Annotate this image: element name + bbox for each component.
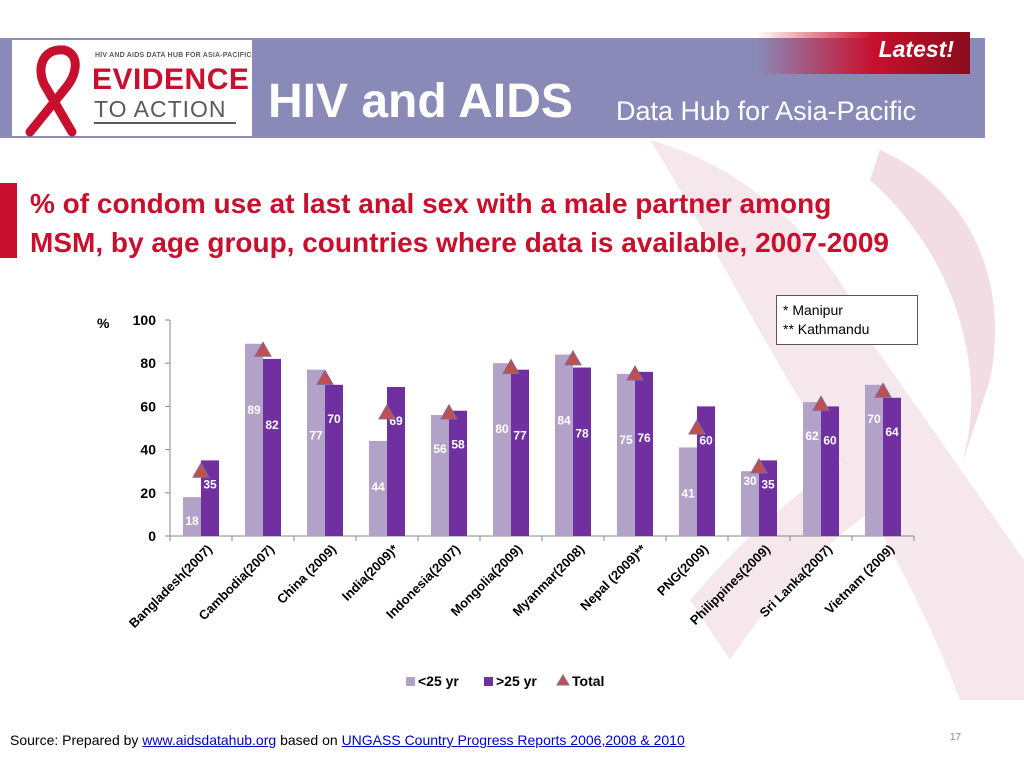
legend-marker-total: [556, 674, 570, 686]
y-tick-label: 20: [140, 485, 156, 501]
x-category-label: China (2009): [274, 542, 339, 607]
bar-over-25: [635, 371, 653, 536]
data-label-under-25: 80: [495, 422, 509, 436]
bar-over-25: [263, 358, 281, 536]
data-label-over-25: 64: [885, 425, 899, 439]
data-label-under-25: 77: [309, 429, 323, 443]
page-number: 17: [950, 732, 962, 743]
bar-over-25: [201, 460, 219, 536]
footnote-kathmandu: ** Kathmandu: [783, 321, 870, 337]
bar-under-25: [369, 440, 387, 536]
bar-under-25: [741, 471, 759, 536]
total-marker: [254, 341, 272, 357]
bar-under-25: [307, 369, 325, 536]
data-label-under-25: 30: [743, 474, 757, 488]
bar-over-25: [821, 406, 839, 536]
y-tick-label: 40: [140, 442, 156, 458]
legend-label-total: Total: [572, 673, 604, 689]
bar-under-25: [493, 363, 511, 536]
x-category-label: PNG(2009): [654, 542, 711, 599]
y-tick-label: 100: [133, 312, 157, 328]
bar-under-25: [245, 343, 263, 536]
data-label-over-25: 78: [575, 427, 589, 441]
data-label-over-25: 82: [265, 418, 279, 432]
data-label-under-25: 41: [681, 486, 695, 500]
chart-heading: % of condom use at last anal sex with a …: [30, 188, 889, 258]
y-tick-label: 60: [140, 398, 156, 414]
data-label-over-25: 60: [699, 433, 713, 447]
bar-under-25: [183, 497, 201, 536]
data-label-under-25: 18: [185, 514, 199, 528]
legend-label-under-25: <25 yr: [418, 673, 459, 689]
total-marker: [378, 403, 396, 420]
bar-under-25: [679, 447, 697, 536]
total-marker: [564, 349, 582, 366]
data-label-under-25: 44: [371, 480, 385, 494]
data-label-over-25: 60: [823, 433, 837, 447]
bar-over-25: [511, 369, 529, 536]
total-marker: [316, 369, 334, 385]
x-category-label: India(2009)*: [339, 541, 402, 604]
bar-over-25: [449, 410, 467, 536]
total-marker: [750, 457, 768, 474]
footnote-manipur: * Manipur: [783, 302, 843, 318]
bar-over-25: [759, 460, 777, 536]
total-marker: [812, 395, 830, 411]
data-label-over-25: 35: [203, 477, 217, 491]
legend-swatch-over-25: [484, 677, 493, 686]
bar-under-25: [617, 374, 635, 536]
bar-over-25: [325, 384, 343, 536]
legend-label-over-25: >25 yr: [496, 673, 537, 689]
logo-tagline: HIV AND AIDS DATA HUB FOR ASIA-PACIFIC: [95, 52, 252, 59]
aidsdatahub-link[interactable]: www.aidsdatahub.org: [142, 732, 277, 748]
data-label-under-25: 56: [433, 442, 447, 456]
total-marker: [626, 364, 644, 381]
data-label-over-25: 76: [637, 431, 651, 445]
source-prefix: Source: Prepared by: [10, 732, 143, 748]
bar-under-25: [803, 402, 821, 536]
bar-under-25: [431, 415, 449, 536]
bar-over-25: [387, 386, 405, 536]
page-title: HIV and AIDS: [268, 75, 573, 128]
logo-evidence: EVIDENCE: [92, 63, 250, 96]
y-tick-label: 80: [140, 355, 156, 371]
data-label-over-25: 70: [327, 412, 341, 426]
bar-over-25: [573, 367, 591, 536]
legend-swatch-under-25: [406, 677, 415, 686]
source-middle: based on: [280, 732, 342, 748]
footnote-box: * Manipur ** Kathmandu: [776, 295, 918, 345]
bar-over-25: [697, 406, 715, 536]
bar-over-25: [883, 397, 901, 536]
data-label-over-25: 77: [513, 429, 527, 443]
data-label-over-25: 35: [761, 477, 775, 491]
y-tick-label: 0: [148, 528, 156, 544]
logo-to-action: TO ACTION: [94, 96, 227, 122]
heading-accent-bar: [0, 183, 17, 258]
data-label-under-25: 62: [805, 429, 819, 443]
ungass-reports-link[interactable]: UNGASS Country Progress Reports 2006,200…: [341, 732, 685, 748]
page-subtitle: Data Hub for Asia-Pacific: [616, 96, 917, 126]
data-label-under-25: 84: [557, 414, 571, 428]
latest-badge: Latest!: [756, 32, 970, 74]
total-marker: [688, 418, 706, 435]
data-label-under-25: 89: [247, 403, 261, 417]
x-category-label: Nepal (2009)**: [577, 541, 650, 614]
total-marker: [440, 403, 458, 420]
red-ribbon-logo-icon: [25, 45, 80, 137]
y-axis-label: %: [97, 315, 110, 331]
latest-label: Latest!: [878, 36, 954, 62]
source-footer: Source: Prepared by www.aidsdatahub.org …: [10, 732, 685, 748]
bar-under-25: [865, 384, 883, 536]
bar-under-25: [555, 354, 573, 536]
total-marker: [192, 462, 210, 478]
data-label-over-25: 58: [451, 438, 465, 452]
data-label-under-25: 75: [619, 433, 633, 447]
total-marker: [502, 358, 520, 375]
data-label-under-25: 70: [867, 412, 881, 426]
total-marker: [874, 382, 892, 398]
logo-underline: [94, 122, 236, 124]
